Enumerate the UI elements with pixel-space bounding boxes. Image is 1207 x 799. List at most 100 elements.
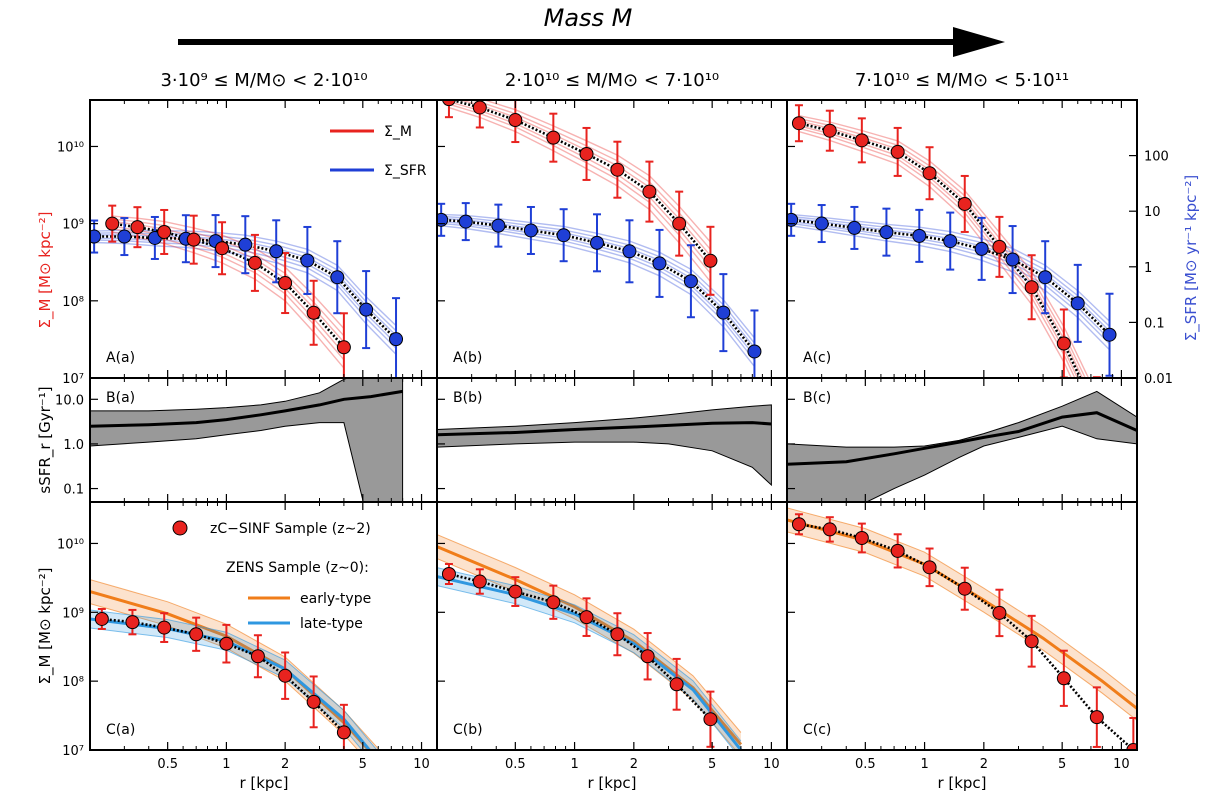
- x-tick-label: 2: [980, 757, 988, 772]
- mass-point: [130, 220, 145, 235]
- legend-zcsinf-label: zC−SINF Sample (z∼2): [210, 521, 371, 537]
- x-tick-label: 1: [222, 757, 230, 772]
- x-tick-label: 0.5: [855, 757, 876, 772]
- sfr-point: [523, 223, 538, 238]
- panel-label-c-c: C(c): [803, 722, 831, 738]
- early-type-band: [90, 579, 379, 750]
- sfr-point: [847, 220, 862, 235]
- x-tick-label: 1: [920, 757, 928, 772]
- legend-mass-label: Σ_M: [384, 124, 412, 140]
- panel-b-1: [437, 404, 772, 487]
- mass-point: [186, 232, 201, 247]
- ssfr-median-line: [437, 421, 772, 437]
- sfr-point: [1038, 270, 1053, 285]
- sfr-point: [912, 228, 927, 243]
- sfr-point: [590, 235, 605, 250]
- mass-point: [306, 305, 321, 320]
- mass-model-1: [448, 103, 711, 274]
- x-tick-label: 2: [630, 757, 638, 772]
- y-tick-label-c: 10⁹: [62, 606, 84, 621]
- column-title-c: 7·10¹⁰ ≤ M/M⊙ < 5·10¹¹: [855, 70, 1069, 91]
- y-tick-label-c: 10⁷: [62, 744, 84, 759]
- zcsinf-point: [1056, 671, 1071, 686]
- x-tick-label: 5: [708, 757, 716, 772]
- zcsinf-point: [854, 530, 869, 545]
- ylabel-right-row-a: Σ_SFR [M⊙ yr⁻¹ kpc⁻²]: [1182, 175, 1201, 341]
- mass-point: [890, 144, 905, 159]
- ylabel-row-b: sSFR_r [Gyr⁻¹]: [36, 386, 55, 493]
- xlabel-col-a: r [kpc]: [239, 774, 288, 792]
- sfr-point: [974, 241, 989, 256]
- mass-point: [441, 100, 456, 107]
- zcsinf-point: [219, 636, 234, 651]
- mass-point: [922, 166, 937, 181]
- ssfr-band: [787, 390, 1137, 502]
- x-tick-label: 2: [281, 757, 289, 772]
- mass-point: [642, 184, 657, 199]
- panel-label-c-b: C(b): [453, 722, 483, 738]
- zcsinf-point: [94, 611, 109, 626]
- mass-median-line: [798, 121, 1082, 378]
- sfr-point: [622, 244, 637, 259]
- sfr-point: [683, 274, 698, 289]
- frame-a-1: [436, 99, 788, 379]
- sfr-point: [491, 218, 506, 233]
- mass-arrow-head: [953, 27, 1005, 57]
- panel-label-c-a: C(a): [106, 722, 135, 738]
- sfr-point: [389, 332, 404, 347]
- mass-point: [854, 133, 869, 148]
- y-tick-label-right-a: 0.1: [1144, 316, 1165, 331]
- sfr-point: [117, 229, 132, 244]
- panel-a-1: [437, 100, 762, 378]
- panel-label-a-a: A(a): [106, 350, 135, 366]
- mass-point: [610, 162, 625, 177]
- zcsinf-point: [791, 517, 806, 532]
- mass-point: [472, 100, 487, 115]
- mass-point: [215, 241, 230, 256]
- axis-ticks: 0.5 1 2 5 10 0.5 1 2 5 10 0.5 1 2 5 10 10⁷ 10⁸ 10⁹ 10¹⁰ 0.0…: [55, 100, 1173, 772]
- panel-a-0: [90, 204, 404, 378]
- y-tick-label-right-a: 1: [1144, 261, 1152, 276]
- zcsinf-point: [1024, 634, 1039, 649]
- legend-zens-label: ZENS Sample (z∼0):: [226, 560, 369, 576]
- zcsinf-point: [508, 584, 523, 599]
- sfr-point: [269, 244, 284, 259]
- legend-row-c: zC−SINF Sample (z∼2) ZENS Sample (z∼0): …: [172, 520, 371, 632]
- zcsinf-point: [822, 522, 837, 537]
- zcsinf-point: [1126, 743, 1137, 750]
- legend-late-label: late-type: [300, 616, 363, 632]
- mass-point: [105, 216, 120, 231]
- sfr-median-line: [94, 235, 397, 341]
- zcsinf-point: [189, 627, 204, 642]
- sfr-point: [814, 216, 829, 231]
- x-tick-label: 10: [763, 757, 780, 772]
- mass-point: [791, 116, 806, 131]
- zcsinf-point: [640, 649, 655, 664]
- late-type-band-edge: [437, 567, 742, 742]
- sfr-point: [556, 228, 571, 243]
- y-tick-label-left-a: 10⁷: [62, 372, 84, 387]
- x-tick-label: 10: [1113, 757, 1130, 772]
- legend-row-a: Σ_M Σ_SFR: [330, 124, 427, 179]
- zcsinf-point: [125, 615, 140, 630]
- ssfr-median-line: [787, 411, 1137, 466]
- panel-label-b-b: B(b): [453, 390, 482, 406]
- y-tick-label-left-a: 10⁸: [62, 295, 84, 310]
- mass-point: [157, 224, 172, 239]
- early-type-band: [787, 507, 1137, 721]
- mass-point: [579, 146, 594, 161]
- early-type-band-edge: [437, 534, 742, 733]
- late-type-band: [437, 567, 741, 750]
- zcsinf-point: [1089, 710, 1104, 725]
- mass-point: [703, 253, 718, 268]
- legend-sfr-label: Σ_SFR: [384, 163, 427, 179]
- sfr-point: [90, 229, 102, 244]
- frame-c-2: [786, 501, 1138, 751]
- plot-layer: [90, 100, 1137, 750]
- x-tick-label: 0.5: [157, 757, 178, 772]
- y-tick-label-b: 0.1: [63, 483, 84, 498]
- ssfr-median-line: [90, 389, 403, 428]
- mass-point: [1056, 336, 1071, 351]
- sfr-point: [716, 305, 731, 320]
